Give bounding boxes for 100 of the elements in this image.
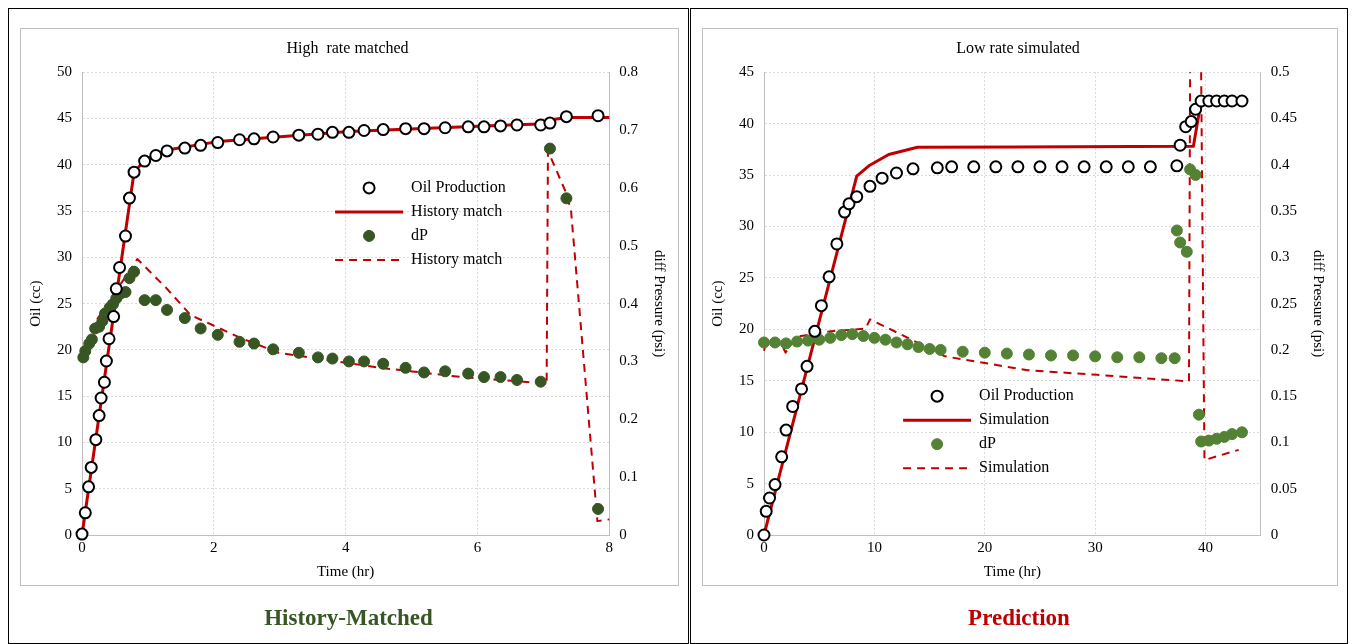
point	[233, 133, 247, 147]
point	[138, 294, 151, 307]
point	[267, 343, 280, 356]
point	[1089, 350, 1102, 363]
point	[1067, 349, 1080, 362]
point	[1099, 160, 1113, 174]
point	[889, 166, 903, 180]
point	[461, 120, 475, 134]
x-tick-label: 4	[341, 538, 350, 555]
point	[122, 191, 136, 205]
y-tick-label: 35	[57, 201, 72, 218]
point	[923, 342, 936, 355]
y-tick-label: 0	[64, 525, 72, 542]
point	[84, 460, 98, 474]
point	[1235, 426, 1248, 439]
y2-tick-label: 0.3	[1270, 248, 1290, 265]
point	[113, 261, 127, 274]
point	[82, 480, 96, 494]
point	[1045, 349, 1058, 362]
point	[912, 341, 925, 354]
point	[763, 491, 777, 505]
y2-axis-title: diff Pressure (psi)	[651, 249, 669, 358]
x-axis-title: Time (hr)	[983, 562, 1042, 580]
point	[178, 312, 191, 325]
point	[342, 125, 356, 139]
point	[99, 354, 113, 368]
point	[417, 122, 431, 136]
point	[775, 450, 789, 464]
point	[1022, 348, 1035, 361]
point	[1000, 347, 1013, 360]
point	[830, 237, 844, 251]
point	[1174, 236, 1187, 249]
point	[1189, 168, 1202, 181]
point	[399, 361, 412, 374]
point	[119, 229, 132, 243]
point	[786, 399, 800, 413]
y-tick-label: 30	[739, 217, 754, 234]
point	[266, 130, 280, 144]
point	[292, 346, 305, 359]
point	[438, 121, 452, 135]
point	[1184, 115, 1198, 129]
y-tick-label: 0	[746, 525, 754, 542]
point	[247, 132, 261, 146]
point	[107, 310, 121, 324]
point	[1170, 224, 1183, 237]
x-tick-label: 10	[866, 538, 882, 555]
point	[808, 324, 822, 338]
point	[326, 352, 339, 365]
legend-label: dP	[411, 226, 429, 244]
point	[178, 141, 192, 155]
point	[138, 154, 152, 168]
y2-tick-label: 0.2	[1270, 340, 1290, 357]
y-tick-label: 25	[57, 294, 72, 311]
point	[800, 359, 814, 373]
y2-tick-label: 0.5	[619, 236, 638, 253]
text: Prediction	[967, 605, 1071, 631]
point	[791, 335, 804, 348]
point	[769, 336, 782, 349]
point	[757, 528, 771, 542]
point	[233, 335, 246, 348]
point	[292, 128, 306, 142]
legend-label: Oil Production	[979, 386, 1074, 404]
point	[989, 160, 1003, 174]
point	[1055, 160, 1069, 174]
point	[248, 337, 261, 350]
y2-tick-label: 0.4	[619, 294, 639, 311]
point	[1170, 159, 1184, 173]
point	[978, 346, 991, 359]
point	[1143, 160, 1157, 174]
point	[1077, 160, 1091, 174]
point	[930, 161, 944, 175]
y2-tick-label: 0.25	[1270, 294, 1297, 311]
point	[439, 365, 452, 378]
y2-axis-title: diff Pressure (psi)	[1310, 249, 1328, 358]
point	[462, 367, 475, 380]
point	[901, 338, 914, 351]
point	[758, 336, 770, 349]
x-tick-label: 20	[977, 538, 993, 555]
point	[128, 265, 141, 278]
point	[875, 171, 889, 185]
x-tick-label: 0	[78, 538, 86, 555]
point	[879, 333, 892, 346]
point	[857, 330, 870, 342]
point	[592, 502, 605, 515]
point	[211, 328, 224, 341]
point	[494, 371, 507, 384]
point	[1173, 138, 1187, 152]
point	[311, 351, 324, 364]
legend-label: dP	[979, 434, 997, 452]
x-tick-label: 2	[210, 538, 218, 555]
y2-tick-label: 0.45	[1270, 109, 1297, 126]
point	[89, 433, 103, 447]
y2-tick-label: 0.1	[1270, 433, 1290, 450]
y2-tick-label: 0.3	[619, 352, 638, 369]
point	[510, 373, 523, 386]
y2-tick-label: 0.35	[1270, 201, 1297, 218]
y-tick-label: 45	[57, 109, 72, 126]
point	[1180, 245, 1193, 258]
point	[559, 110, 573, 124]
point	[956, 345, 969, 358]
